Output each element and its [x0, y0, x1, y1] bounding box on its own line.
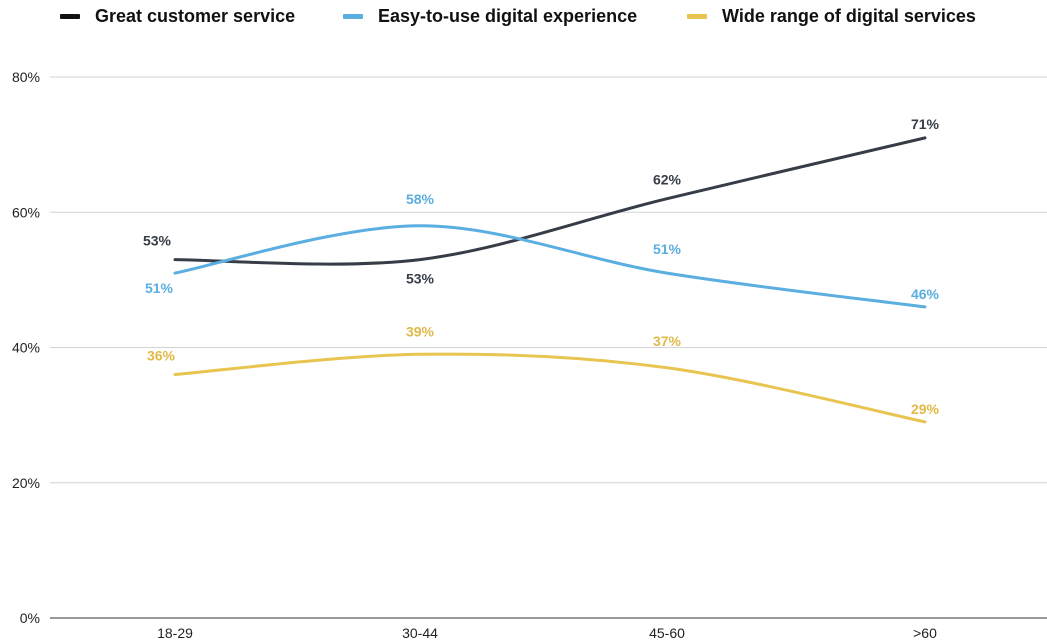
data-label-wide-range-of-digital-services: 29% — [911, 401, 940, 417]
legend-item-wide-range-of-digital-services: Wide range of digital services — [687, 4, 976, 28]
chart-legend: Great customer service Easy-to-use digit… — [0, 0, 1047, 36]
data-label-great-customer-service: 62% — [653, 172, 682, 188]
legend-item-easy-to-use-digital-experience: Easy-to-use digital experience — [343, 4, 637, 28]
data-label-wide-range-of-digital-services: 37% — [653, 333, 682, 349]
series-line-easy-to-use-digital-experience — [173, 224, 927, 309]
x-tick-label: 30-44 — [402, 625, 438, 641]
data-label-easy-to-use-digital-experience: 58% — [406, 191, 435, 207]
legend-label-great-customer-service: Great customer service — [95, 5, 296, 26]
y-tick-label: 60% — [12, 204, 40, 220]
x-tick-label: >60 — [913, 625, 937, 641]
x-tick-label: 45-60 — [649, 625, 685, 641]
data-label-easy-to-use-digital-experience: 51% — [653, 241, 682, 257]
legend-swatch-easy-to-use-digital-experience — [343, 13, 363, 19]
legend-label-easy-to-use-digital-experience: Easy-to-use digital experience — [378, 5, 638, 26]
data-label-great-customer-service: 53% — [143, 233, 172, 249]
data-label-great-customer-service: 71% — [911, 116, 940, 132]
gridlines — [50, 76, 1047, 619]
y-tick-label: 20% — [12, 475, 40, 491]
series-lines — [173, 136, 927, 424]
legend-swatch-great-customer-service — [60, 13, 80, 19]
series-line-great-customer-service — [173, 136, 927, 266]
series-line-wide-range-of-digital-services — [173, 352, 927, 424]
legend-label-wide-range-of-digital-services: Wide range of digital services — [722, 5, 976, 26]
data-label-easy-to-use-digital-experience: 46% — [911, 286, 940, 302]
y-tick-label: 40% — [12, 340, 40, 356]
data-labels: 53% 53% 62% 71% 51% 58% 51% 46% 36% 39% 37% 29% — [143, 116, 940, 417]
y-tick-label: 80% — [12, 69, 40, 85]
data-label-wide-range-of-digital-services: 39% — [406, 323, 435, 339]
data-label-great-customer-service: 53% — [406, 271, 435, 287]
x-axis-ticks: 18-29 30-44 45-60 >60 — [157, 625, 937, 641]
legend-swatch-wide-range-of-digital-services — [687, 13, 707, 19]
data-label-wide-range-of-digital-services: 36% — [147, 348, 176, 364]
y-axis-ticks: 0% 20% 40% 60% 80% — [12, 69, 40, 626]
x-tick-label: 18-29 — [157, 625, 193, 641]
y-tick-label: 0% — [20, 610, 40, 626]
legend-item-great-customer-service: Great customer service — [60, 4, 295, 28]
data-label-easy-to-use-digital-experience: 51% — [145, 280, 174, 296]
